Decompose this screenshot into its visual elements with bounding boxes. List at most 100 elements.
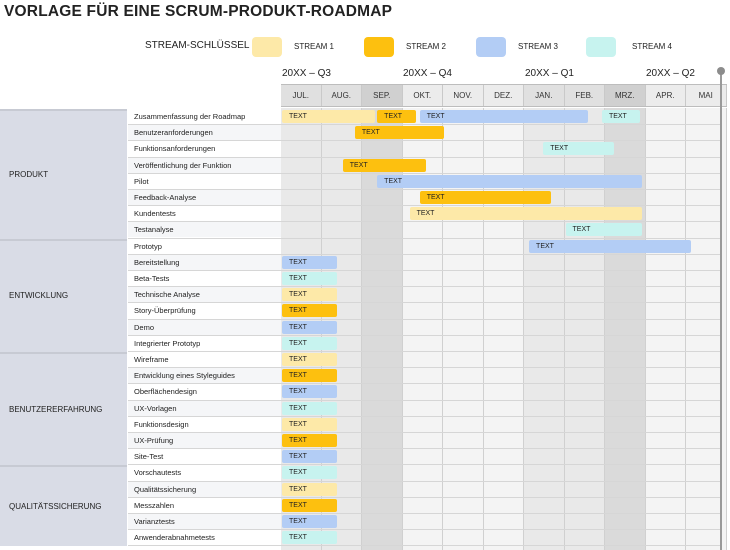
bar-demo-stream-3[interactable]: TEXT	[282, 320, 337, 334]
bar-feedback-analyse-stream-2[interactable]: TEXT	[419, 191, 552, 204]
page-title: VORLAGE FÜR EINE SCRUM-PRODUKT-ROADMAP	[4, 3, 393, 20]
task-ux-vorlagen: UX-Vorlagen	[128, 400, 281, 416]
row-divider	[128, 351, 722, 352]
bar-entwicklung-eines-styleguides-stream-2[interactable]: TEXT	[282, 369, 337, 383]
month-header-jul: JUL.	[281, 84, 322, 106]
section-label: ENTWICKLUNG	[9, 291, 69, 301]
row-divider	[128, 140, 722, 142]
month-header-sep: SEP.	[362, 84, 403, 106]
bar-zusammenfassung-der-roadmap-stream-3[interactable]: TEXT	[419, 110, 588, 123]
task-beta-tests: Beta-Tests	[128, 271, 281, 286]
bar-funktionsdesign-stream-1[interactable]: TEXT	[282, 417, 337, 431]
row-divider	[128, 367, 722, 369]
bar-bereitstellung-stream-3[interactable]: TEXT	[282, 255, 337, 269]
bar-prototyp-stream-3[interactable]: TEXT	[529, 239, 692, 253]
bar-messzahlen-stream-2[interactable]: TEXT	[282, 498, 337, 512]
section-entwicklung: ENTWICKLUNG	[0, 238, 127, 352]
section-label: BENUTZERERFAHRUNG	[9, 404, 103, 414]
task-vorschautests: Vorschautests	[128, 465, 281, 481]
task-messzahlen: Messzahlen	[128, 497, 281, 513]
bar-qualitatssicherung-stream-1[interactable]: TEXT	[282, 482, 337, 496]
month-header-dez: DEZ.	[483, 84, 524, 106]
quarter-label-q2: 20XX – Q2	[646, 68, 695, 79]
legend-swatch-stream-3	[476, 37, 506, 57]
row-divider	[128, 156, 722, 158]
bar-pilot-stream-3[interactable]: TEXT	[377, 174, 643, 188]
section-produkt: PRODUKT	[0, 109, 127, 239]
task-entwicklung-eines-styleguides: Entwicklung eines Styleguides	[128, 368, 281, 384]
quarter-label-q1: 20XX – Q1	[525, 68, 574, 79]
row-divider	[128, 124, 722, 126]
task-testanalyse: Testanalyse	[128, 222, 281, 238]
row-divider	[128, 448, 722, 450]
row-divider	[128, 237, 722, 239]
task-prototyp: Prototyp	[128, 238, 281, 254]
bar-integrierter-prototyp-stream-4[interactable]: TEXT	[282, 336, 337, 350]
legend-label-stream-2: STREAM 2	[406, 42, 447, 51]
bar-benutzeranforderungen-stream-2[interactable]: TEXT	[354, 126, 445, 140]
month-column-mai	[686, 108, 727, 550]
bar-site-test-stream-3[interactable]: TEXT	[282, 450, 337, 464]
row-divider	[128, 270, 722, 271]
task-zusammenfassung-der-roadmap: Zusammenfassung der Roadmap	[128, 109, 281, 124]
task-oberflachendesign: Oberflächendesign	[128, 384, 281, 400]
task-kundentests: Kundentests	[128, 206, 281, 222]
bar-varianztests-stream-3[interactable]: TEXT	[282, 515, 337, 528]
month-column-apr	[645, 108, 686, 550]
row-divider	[128, 432, 722, 433]
row-divider	[128, 513, 722, 514]
section-label: QUALITÄTSSICHERUNG	[9, 501, 102, 511]
row-divider	[128, 172, 722, 174]
month-header-apr: APR.	[645, 84, 686, 106]
bar-kundentests-stream-1[interactable]: TEXT	[409, 207, 643, 221]
row-divider	[128, 496, 722, 498]
header-bottom-border	[281, 106, 727, 107]
task-ux-prufung: UX-Prüfung	[128, 433, 281, 448]
task-integrierter-prototyp: Integrierter Prototyp	[128, 335, 281, 351]
legend-title: STREAM-SCHLÜSSEL	[145, 40, 250, 51]
month-header-mrz: MRZ.	[605, 84, 646, 106]
month-header-nov: NOV.	[443, 84, 484, 106]
bar-ux-vorlagen-stream-4[interactable]: TEXT	[282, 401, 337, 415]
section-label: PRODUKT	[9, 169, 49, 179]
bar-testanalyse-stream-4[interactable]: TEXT	[565, 223, 643, 237]
task-funktionsanforderungen: Funktionsanforderungen	[128, 141, 281, 157]
month-header-jan: JAN.	[524, 84, 565, 106]
task-feedback-analyse: Feedback-Analyse	[128, 190, 281, 205]
bar-zusammenfassung-der-roadmap-stream-1[interactable]: TEXT	[282, 110, 376, 123]
today-marker-line	[720, 71, 722, 550]
bar-funktionsanforderungen-stream-4[interactable]: TEXT	[543, 142, 615, 156]
bar-zusammenfassung-der-roadmap-stream-2[interactable]: TEXT	[377, 110, 416, 123]
task-site-test: Site-Test	[128, 449, 281, 465]
legend-swatch-stream-2	[364, 37, 394, 57]
row-divider	[128, 253, 722, 255]
task-wireframe: Wireframe	[128, 352, 281, 367]
legend-swatch-stream-4	[586, 37, 616, 57]
section-benutzererfahrung: BENUTZERERFAHRUNG	[0, 352, 127, 466]
task-benutzeranforderungen: Benutzeranforderungen	[128, 125, 281, 141]
header-top-border	[281, 84, 727, 85]
bar-technische-analyse-stream-1[interactable]: TEXT	[282, 288, 337, 302]
bar-beta-tests-stream-4[interactable]: TEXT	[282, 272, 337, 285]
section-qualitatssicherung: QUALITÄTSSICHERUNG	[0, 465, 127, 547]
row-divider	[128, 529, 722, 531]
task-qualitatssicherung: Qualitätssicherung	[128, 481, 281, 497]
bar-ux-prufung-stream-2[interactable]: TEXT	[282, 434, 337, 447]
bar-oberflachendesign-stream-3[interactable]: TEXT	[282, 385, 337, 399]
bar-zusammenfassung-der-roadmap-stream-4[interactable]: TEXT	[601, 110, 641, 123]
task-demo: Demo	[128, 319, 281, 335]
bar-wireframe-stream-1[interactable]: TEXT	[282, 353, 337, 366]
bar-story-uberprufung-stream-2[interactable]: TEXT	[282, 304, 337, 318]
task-story-uberprufung: Story-Überprüfung	[128, 303, 281, 319]
bar-veroffentlichung-der-funktion-stream-2[interactable]: TEXT	[342, 158, 426, 172]
legend-label-stream-1: STREAM 1	[294, 42, 335, 51]
bar-vorschautests-stream-4[interactable]: TEXT	[282, 466, 337, 480]
month-header-aug: AUG.	[321, 84, 362, 106]
task-funktionsdesign: Funktionsdesign	[128, 416, 281, 432]
bar-anwenderabnahmetests-stream-4[interactable]: TEXT	[282, 531, 337, 545]
today-marker-dot	[717, 67, 725, 75]
legend-label-stream-4: STREAM 4	[632, 42, 673, 51]
row-divider	[128, 399, 722, 401]
quarter-label-q4: 20XX – Q4	[403, 68, 452, 79]
row-divider	[128, 480, 722, 482]
